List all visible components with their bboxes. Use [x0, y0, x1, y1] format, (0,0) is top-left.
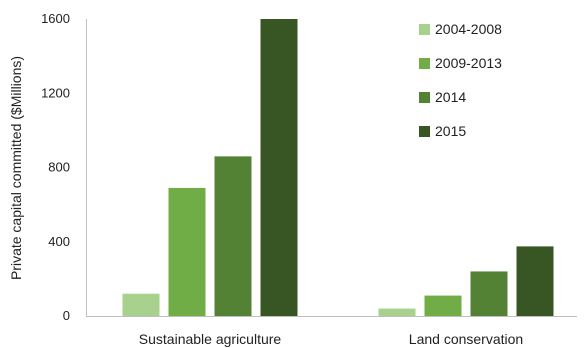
- bar-2015-sustainable-agriculture: [260, 19, 298, 316]
- x-category-label: Sustainable agriculture: [139, 331, 282, 347]
- bar-2009-2013-sustainable-agriculture: [168, 187, 206, 316]
- y-tick-label: 1200: [41, 85, 70, 100]
- legend-swatch: [419, 24, 430, 35]
- bar-2009-2013-land-conservation: [424, 295, 462, 316]
- bar-2014-sustainable-agriculture: [214, 156, 252, 316]
- bars-group: [122, 19, 554, 316]
- legend-swatch: [419, 92, 430, 103]
- legend-label: 2014: [435, 89, 466, 105]
- bar-2004-2008-land-conservation: [378, 308, 416, 316]
- y-tick-label: 0: [63, 308, 70, 323]
- y-tick-label: 800: [48, 160, 70, 175]
- bar-2004-2008-sustainable-agriculture: [122, 293, 160, 316]
- legend: 2004-2008 2009-2013 2014 2015: [419, 21, 502, 139]
- y-tick-label: 1600: [41, 11, 70, 26]
- legend-swatch: [419, 126, 430, 137]
- y-axis-ticks: 0 400 800 1200 1600: [41, 11, 70, 323]
- y-axis-title: Private capital committed ($Millions): [8, 56, 24, 280]
- y-tick-label: 400: [48, 234, 70, 249]
- legend-swatch: [419, 58, 430, 69]
- bar-2015-land-conservation: [516, 246, 554, 316]
- x-category-label: Land conservation: [409, 331, 523, 347]
- bar-2014-land-conservation: [470, 271, 508, 316]
- legend-label: 2009-2013: [435, 55, 502, 71]
- legend-label: 2004-2008: [435, 21, 502, 37]
- x-axis-categories: Sustainable agriculture Land conservation: [139, 331, 523, 347]
- legend-label: 2015: [435, 123, 466, 139]
